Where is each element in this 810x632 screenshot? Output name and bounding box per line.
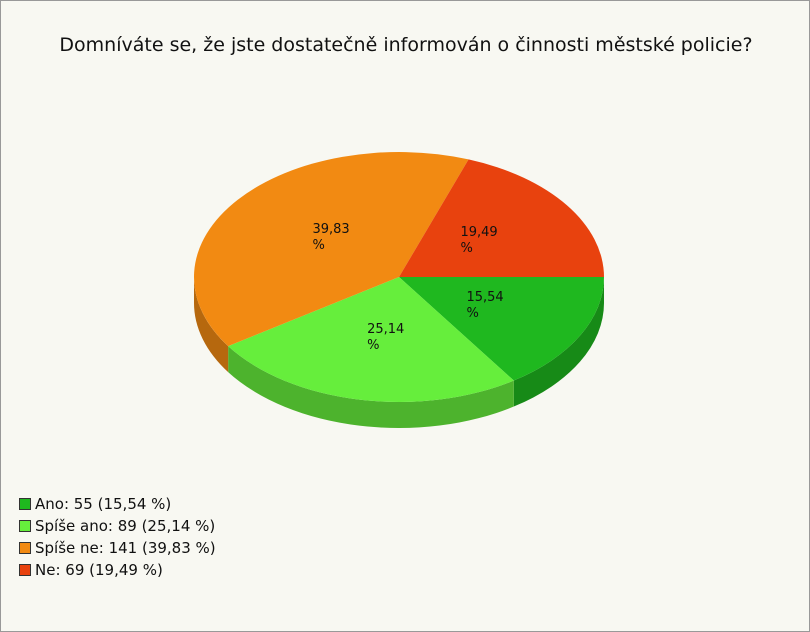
legend-swatch bbox=[19, 564, 31, 576]
legend-item: Spíše ano: 89 (25,14 %) bbox=[19, 515, 216, 537]
legend-item: Ano: 55 (15,54 %) bbox=[19, 493, 216, 515]
pie-slice bbox=[193, 151, 469, 347]
legend-label: Ne: 69 (19,49 %) bbox=[35, 561, 163, 579]
legend-swatch bbox=[19, 520, 31, 532]
legend-label: Spíše ne: 141 (39,83 %) bbox=[35, 539, 216, 557]
pie-slice bbox=[399, 159, 604, 277]
pie-slice bbox=[399, 277, 604, 381]
legend: Ano: 55 (15,54 %) Spíše ano: 89 (25,14 %)… bbox=[19, 493, 216, 581]
chart-title: Domníváte se, že jste dostatečně informo… bbox=[59, 34, 753, 56]
pie-side bbox=[513, 277, 604, 407]
value-label: 25,14 % bbox=[367, 322, 405, 354]
value-label: 19,49 % bbox=[460, 225, 498, 257]
legend-label: Spíše ano: 89 (25,14 %) bbox=[35, 517, 216, 535]
legend-item: Ne: 69 (19,49 %) bbox=[19, 559, 216, 581]
legend-item: Spíše ne: 141 (39,83 %) bbox=[19, 537, 216, 559]
legend-label: Ano: 55 (15,54 %) bbox=[35, 495, 172, 513]
pie-side bbox=[194, 277, 229, 373]
legend-swatch bbox=[19, 542, 31, 554]
legend-swatch bbox=[19, 498, 31, 510]
value-label: 39,83 % bbox=[312, 222, 350, 254]
pie-side bbox=[228, 346, 514, 429]
pie-slice bbox=[228, 277, 514, 403]
value-label: 15,54 % bbox=[466, 290, 504, 322]
